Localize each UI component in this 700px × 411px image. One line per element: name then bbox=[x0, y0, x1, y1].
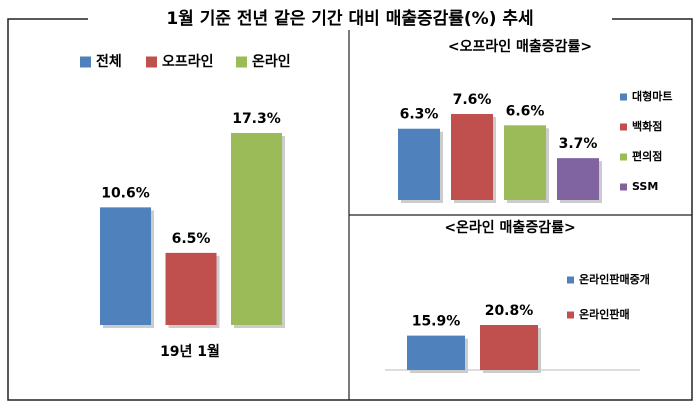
bar bbox=[480, 325, 538, 370]
title-bg bbox=[88, 8, 612, 30]
data-label: 6.5% bbox=[172, 231, 211, 247]
bar bbox=[100, 207, 151, 325]
legend-label: 전체 bbox=[96, 53, 122, 70]
chart-title: <오프라인 매출증감률> bbox=[448, 38, 592, 55]
legend-label: 대형마트 bbox=[632, 89, 672, 103]
legend-label: 오프라인 bbox=[162, 53, 214, 70]
legend-swatch bbox=[567, 311, 574, 319]
legend-swatch bbox=[620, 153, 627, 161]
legend-swatch bbox=[620, 123, 627, 131]
legend-label: 온라인판매 bbox=[579, 307, 630, 321]
legend-swatch bbox=[80, 56, 91, 68]
bar bbox=[407, 335, 465, 370]
legend-label: SSM bbox=[632, 180, 658, 193]
bar bbox=[231, 133, 282, 325]
legend-swatch bbox=[620, 93, 627, 101]
bar bbox=[165, 252, 217, 325]
legend-label: 편의점 bbox=[632, 149, 662, 163]
legend-swatch bbox=[567, 276, 574, 284]
legend-swatch bbox=[620, 183, 627, 191]
legend-label: 온라인 bbox=[252, 53, 291, 70]
x-tick-label: 19년 1월 bbox=[160, 343, 220, 360]
bar bbox=[557, 158, 599, 200]
data-label: 17.3% bbox=[232, 111, 281, 127]
page-title: 1월 기준 전년 같은 기간 대비 매출증감률(%) 추세 bbox=[166, 9, 533, 29]
bar bbox=[504, 125, 546, 200]
legend-swatch bbox=[236, 56, 247, 68]
chart-title: <온라인 매출증감률> bbox=[444, 219, 575, 236]
data-label: 20.8% bbox=[485, 303, 534, 319]
data-label: 6.6% bbox=[506, 103, 545, 119]
bar bbox=[398, 128, 440, 200]
data-label: 6.3% bbox=[400, 107, 439, 123]
legend-label: 온라인판매중개 bbox=[579, 272, 650, 286]
data-label: 3.7% bbox=[559, 136, 598, 152]
data-label: 15.9% bbox=[412, 314, 461, 330]
bar bbox=[451, 114, 493, 200]
legend-label: 백화점 bbox=[632, 119, 662, 133]
legend-swatch bbox=[146, 56, 157, 68]
data-label: 10.6% bbox=[101, 185, 150, 201]
data-label: 7.6% bbox=[453, 92, 492, 108]
